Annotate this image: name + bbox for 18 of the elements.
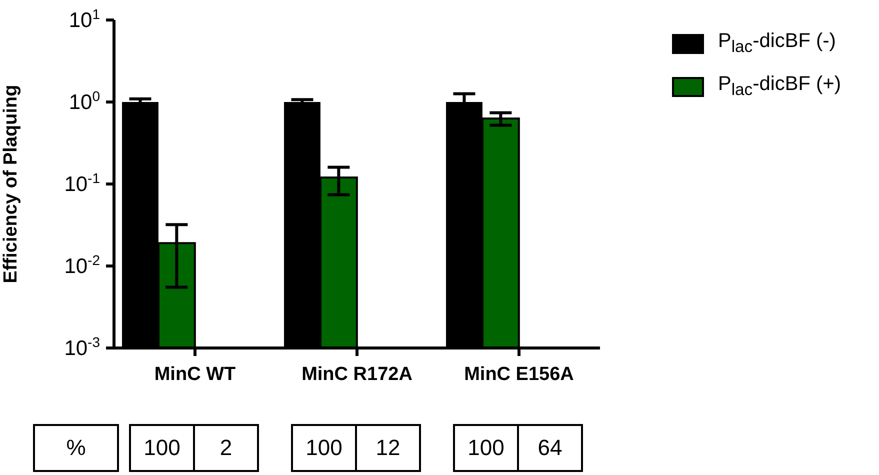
x-tick-label: MinC WT [154, 364, 236, 385]
text: 100 [129, 424, 195, 472]
y-tick-label: 10$^{0}$ [68, 88, 100, 114]
text: 64 [517, 424, 583, 472]
y-axis-title: Efficiency of Plaquing [0, 84, 22, 284]
text: 2 [193, 424, 259, 472]
text: 100 [453, 424, 519, 472]
y-tick-label: 10$^{-3}$ [64, 334, 100, 360]
text: 12 [355, 424, 421, 472]
text: % [33, 424, 119, 472]
legend-label: P$_{lac}$-dicBF (+) [718, 73, 841, 100]
y-tick-label: 10$^{1}$ [68, 6, 100, 32]
text: 100 [291, 424, 357, 472]
y-tick-label: 10$^{-2}$ [64, 252, 100, 278]
x-tick-label: MinC R172A [302, 364, 413, 385]
legend-label: P$_{lac}$-dicBF (-) [718, 30, 836, 57]
y-tick-label: 10$^{-1}$ [64, 170, 100, 196]
x-tick-label: MinC E156A [464, 364, 574, 385]
